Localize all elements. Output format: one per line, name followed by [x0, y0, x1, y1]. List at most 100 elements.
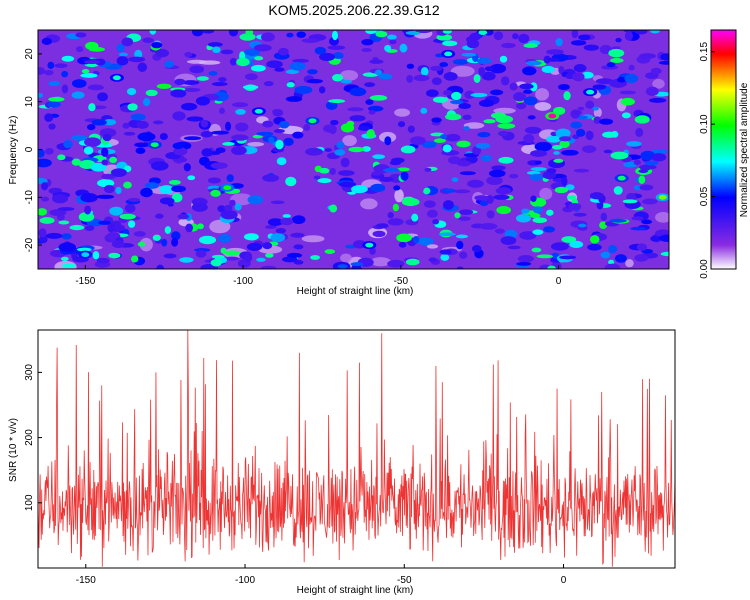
- heatmap-cell: [101, 159, 108, 166]
- heatmap-cell: [327, 45, 346, 50]
- heatmap-cell: [340, 79, 352, 84]
- heatmap-cell: [71, 79, 87, 88]
- heatmap-cell: [109, 156, 118, 164]
- heatmap-cell: [84, 60, 100, 65]
- heatmap-cell: [623, 161, 638, 168]
- heatmap-cell: [600, 251, 611, 259]
- heatmap-hotspot: [81, 252, 90, 258]
- heatmap-cell: [127, 103, 138, 111]
- heatmap-cell: [568, 202, 582, 211]
- heatmap-cell: [464, 90, 475, 99]
- heatmap-cell: [58, 220, 70, 225]
- heatmap-cell: [512, 33, 519, 40]
- heatmap-cell: [177, 213, 190, 220]
- heatmap-cell: [658, 60, 669, 65]
- heatmap-cell: [547, 265, 556, 269]
- heatmap-cell: [334, 149, 346, 156]
- heatmap-cell: [553, 151, 560, 155]
- heatmap-cell: [547, 57, 560, 62]
- heatmap-cell: [387, 34, 397, 40]
- heatmap-cell: [660, 251, 669, 257]
- heatmap-cell: [185, 223, 194, 233]
- heatmap-y-tick-label: 10: [24, 96, 35, 108]
- colorbar-gradient: [710, 29, 737, 270]
- heatmap-cell: [565, 184, 575, 191]
- heatmap-cell: [619, 90, 637, 95]
- heatmap-cell: [522, 66, 537, 76]
- snr-y-tick-label: 200: [24, 429, 35, 446]
- heatmap-cell: [587, 243, 602, 251]
- heatmap-cell: [442, 40, 458, 47]
- heatmap-cell: [340, 123, 355, 133]
- heatmap-cell: [198, 235, 217, 245]
- heatmap-cell: [495, 187, 512, 195]
- heatmap-cell: [599, 118, 614, 125]
- heatmap-cell: [244, 48, 261, 56]
- heatmap-cell: [606, 62, 616, 68]
- heatmap-cell: [102, 119, 117, 126]
- heatmap-cell: [152, 120, 164, 125]
- heatmap-cell: [454, 212, 461, 219]
- heatmap-cell: [523, 134, 535, 144]
- heatmap-cell: [361, 48, 372, 53]
- heatmap-cell: [145, 89, 158, 97]
- heatmap-cell: [122, 122, 130, 129]
- heatmap-cell: [130, 113, 146, 121]
- heatmap-cell: [169, 179, 181, 185]
- heatmap-cell: [87, 123, 96, 131]
- heatmap-cell: [375, 223, 389, 229]
- heatmap-cell: [513, 91, 526, 102]
- heatmap-cell: [527, 115, 536, 120]
- heatmap-cell: [170, 89, 187, 98]
- heatmap-cell: [532, 206, 543, 214]
- heatmap-cell: [224, 256, 240, 261]
- heatmap-cell: [172, 142, 184, 150]
- heatmap-cell: [525, 60, 542, 66]
- heatmap-cell: [443, 200, 454, 210]
- heatmap-cell: [407, 125, 415, 133]
- heatmap-cell: [405, 258, 420, 266]
- heatmap-cell: [38, 158, 52, 168]
- heatmap-cell: [638, 164, 657, 170]
- heatmap-cell: [262, 174, 280, 182]
- heatmap-cell: [614, 254, 627, 263]
- heatmap-cell: [478, 99, 495, 107]
- heatmap-cell: [224, 250, 241, 256]
- snr-x-tick-label: -100: [235, 575, 255, 586]
- heatmap-cell: [123, 181, 132, 189]
- heatmap-cell: [620, 97, 635, 106]
- heatmap-cell: [517, 255, 534, 263]
- heatmap-cell: [115, 186, 122, 195]
- heatmap-cell: [559, 255, 577, 260]
- heatmap-cell: [38, 228, 47, 238]
- heatmap-cell: [608, 48, 625, 58]
- heatmap-x-label: Height of straight line (km): [297, 286, 414, 297]
- heatmap-cell: [493, 194, 510, 200]
- heatmap-cell: [491, 165, 506, 171]
- heatmap-cell: [634, 115, 650, 124]
- snr-panel: -150 -100 -50 0 100 200 300 Height of straigh…: [8, 329, 676, 596]
- heatmap-cell: [585, 130, 594, 141]
- heatmap-cell: [443, 72, 458, 81]
- heatmap-cell: [415, 30, 433, 34]
- heatmap-cell: [182, 80, 200, 85]
- heatmap-cell: [546, 168, 557, 174]
- heatmap-cell: [87, 84, 104, 91]
- heatmap-cell: [61, 263, 77, 268]
- heatmap-cell: [318, 86, 326, 94]
- heatmap-cell: [610, 57, 624, 63]
- heatmap-cell: [310, 255, 321, 260]
- heatmap-cell: [173, 147, 188, 156]
- heatmap-cell: [195, 249, 207, 258]
- heatmap-cell: [183, 163, 191, 172]
- heatmap-cell: [48, 80, 61, 86]
- heatmap-low-patch: [534, 102, 552, 111]
- heatmap-cell: [494, 228, 505, 234]
- heatmap-low-patch: [198, 60, 221, 65]
- heatmap-cell: [499, 55, 508, 63]
- heatmap-cell: [424, 167, 432, 172]
- heatmap-cell: [459, 251, 468, 259]
- heatmap-cell: [210, 162, 228, 169]
- heatmap-cell: [270, 233, 286, 242]
- heatmap-cell: [49, 209, 67, 217]
